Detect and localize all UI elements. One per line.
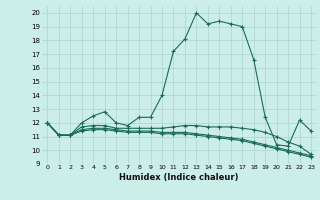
X-axis label: Humidex (Indice chaleur): Humidex (Indice chaleur): [119, 173, 239, 182]
